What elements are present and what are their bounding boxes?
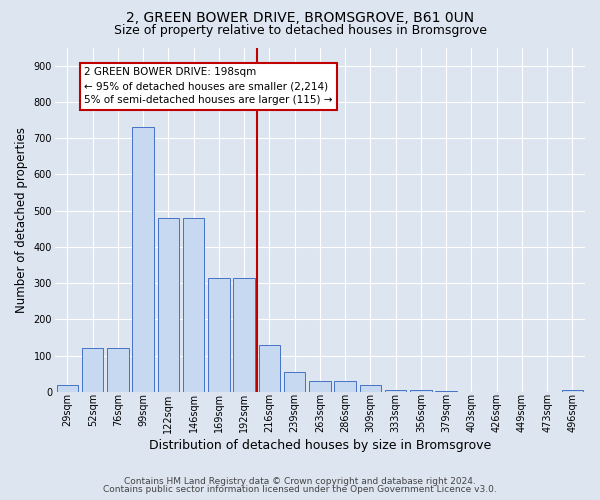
Bar bbox=[284, 372, 305, 392]
Bar bbox=[133, 127, 154, 392]
Bar bbox=[57, 386, 78, 392]
Bar bbox=[183, 218, 205, 392]
Bar bbox=[259, 344, 280, 392]
Y-axis label: Number of detached properties: Number of detached properties bbox=[15, 126, 28, 312]
Text: 2, GREEN BOWER DRIVE, BROMSGROVE, B61 0UN: 2, GREEN BOWER DRIVE, BROMSGROVE, B61 0U… bbox=[126, 11, 474, 25]
Text: 2 GREEN BOWER DRIVE: 198sqm
← 95% of detached houses are smaller (2,214)
5% of s: 2 GREEN BOWER DRIVE: 198sqm ← 95% of det… bbox=[84, 68, 332, 106]
Bar bbox=[410, 390, 431, 392]
Text: Contains HM Land Registry data © Crown copyright and database right 2024.: Contains HM Land Registry data © Crown c… bbox=[124, 477, 476, 486]
Bar bbox=[436, 390, 457, 392]
Bar bbox=[208, 278, 230, 392]
Bar bbox=[359, 386, 381, 392]
Bar bbox=[82, 348, 103, 392]
Bar bbox=[158, 218, 179, 392]
Bar bbox=[233, 278, 255, 392]
Text: Size of property relative to detached houses in Bromsgrove: Size of property relative to detached ho… bbox=[113, 24, 487, 37]
Bar bbox=[334, 381, 356, 392]
Bar bbox=[562, 390, 583, 392]
Bar bbox=[385, 390, 406, 392]
Text: Contains public sector information licensed under the Open Government Licence v3: Contains public sector information licen… bbox=[103, 485, 497, 494]
Bar bbox=[309, 381, 331, 392]
Bar bbox=[107, 348, 128, 392]
X-axis label: Distribution of detached houses by size in Bromsgrove: Distribution of detached houses by size … bbox=[149, 440, 491, 452]
